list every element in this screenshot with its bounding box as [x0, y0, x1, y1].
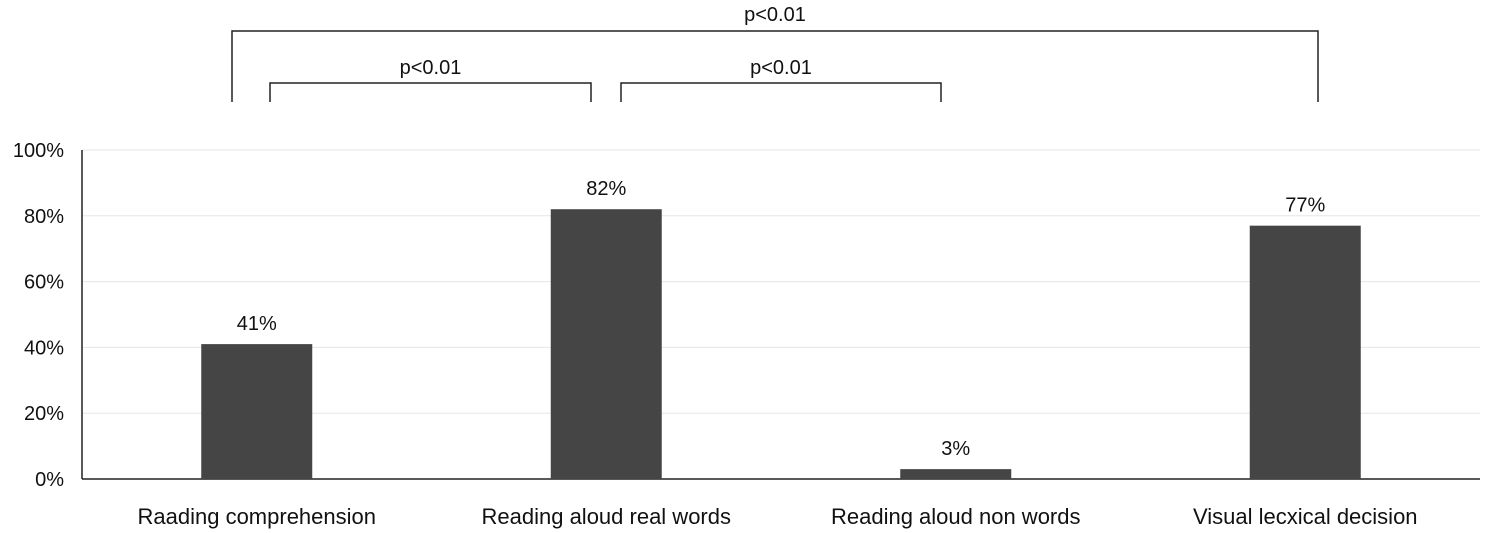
- x-tick-label: Reading aloud non words: [831, 504, 1081, 529]
- significance-label: p<0.01: [400, 57, 462, 79]
- y-tick-label: 0%: [35, 469, 64, 491]
- data-label: 3%: [941, 438, 970, 460]
- y-tick-label: 60%: [24, 272, 64, 294]
- significance-brackets: p<0.01 p<0.01 p<0.01: [231, 4, 1319, 102]
- bar: [550, 209, 662, 479]
- category-labels: Raading comprehension Reading aloud real …: [138, 504, 1418, 529]
- data-labels: 41% 82% 3% 77%: [237, 178, 1326, 460]
- significance-label: p<0.01: [744, 4, 806, 26]
- x-tick-label: Visual lecxical decision: [1193, 504, 1418, 529]
- significance-label: p<0.01: [750, 57, 812, 79]
- y-tick-labels: 0% 20% 40% 60% 80% 100%: [13, 140, 64, 491]
- significance-bracket: [620, 82, 942, 102]
- x-tick-label: Reading aloud real words: [482, 504, 732, 529]
- y-tick-label: 40%: [24, 337, 64, 359]
- bar: [900, 469, 1012, 479]
- data-label: 41%: [237, 313, 277, 335]
- bar: [201, 344, 313, 479]
- gridlines: [82, 149, 1480, 414]
- data-label: 82%: [586, 178, 626, 200]
- axes: [81, 150, 1480, 480]
- significance-bracket: [231, 30, 1319, 102]
- bar: [1249, 225, 1361, 479]
- data-label: 77%: [1285, 195, 1325, 217]
- bars: [201, 209, 1361, 479]
- significance-bracket: [269, 82, 592, 102]
- y-tick-label: 100%: [13, 140, 64, 162]
- y-tick-label: 80%: [24, 206, 64, 228]
- x-tick-label: Raading comprehension: [138, 504, 377, 529]
- y-tick-label: 20%: [24, 403, 64, 425]
